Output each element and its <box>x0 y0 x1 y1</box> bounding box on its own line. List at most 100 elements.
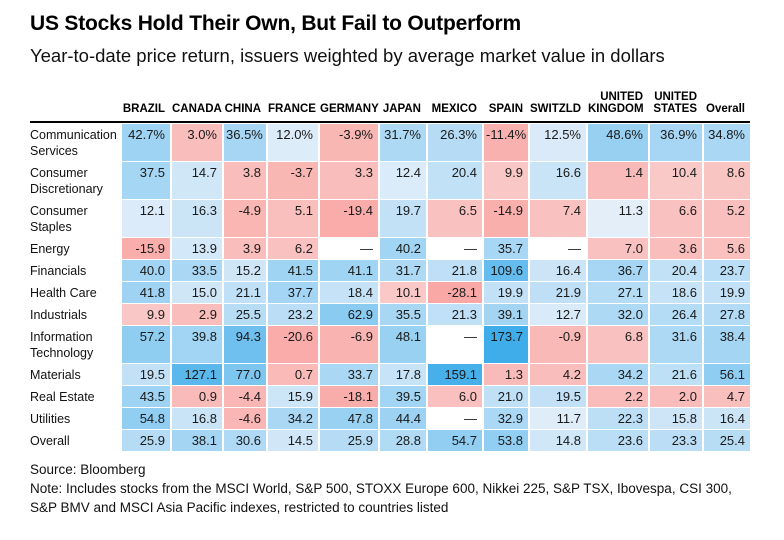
heatmap-cell: -4.4 <box>224 385 266 407</box>
row-label: Consumer Discretionary <box>30 161 120 199</box>
heatmap-cell: 9.9 <box>122 303 170 325</box>
heatmap-cell: -6.9 <box>320 325 378 363</box>
heatmap-cell: 3.8 <box>224 161 266 199</box>
heatmap-cell: 31.7 <box>380 259 426 281</box>
heatmap-cell: — <box>530 237 586 259</box>
heatmap-cell: 3.6 <box>650 237 702 259</box>
heatmap-cell: -20.6 <box>268 325 318 363</box>
chart-footer: Source: Bloomberg Note: Includes stocks … <box>30 460 756 517</box>
heatmap-cell: 43.5 <box>122 385 170 407</box>
heatmap-cell: -28.1 <box>428 281 482 303</box>
heatmap-cell: 16.6 <box>530 161 586 199</box>
heatmap-cell: 40.0 <box>122 259 170 281</box>
row-label: Health Care <box>30 281 120 303</box>
heatmap-cell: 14.8 <box>530 429 586 451</box>
heatmap-cell: 32.9 <box>484 407 528 429</box>
column-header: UNITED KINGDOM <box>588 90 644 116</box>
heatmap-cell: 21.6 <box>650 363 702 385</box>
row-label: Energy <box>30 237 120 259</box>
row-label: Communication Services <box>30 123 120 161</box>
header-rule <box>30 120 750 123</box>
heatmap-cell: 37.7 <box>268 281 318 303</box>
heatmap-cell: 41.8 <box>122 281 170 303</box>
heatmap-cell: 39.1 <box>484 303 528 325</box>
heatmap-cell: 4.7 <box>704 385 750 407</box>
heatmap-cell: 7.4 <box>530 199 586 237</box>
heatmap-cell: 6.0 <box>428 385 482 407</box>
heatmap-cell: 54.8 <box>122 407 170 429</box>
heatmap-cell: 1.3 <box>484 363 528 385</box>
heatmap-cell: 94.3 <box>224 325 266 363</box>
heatmap-cell: 0.9 <box>172 385 222 407</box>
heatmap-cell: 19.5 <box>530 385 586 407</box>
heatmap-cell: 44.4 <box>380 407 426 429</box>
heatmap-cell: 20.4 <box>650 259 702 281</box>
heatmap-cell: 5.2 <box>704 199 750 237</box>
row-label: Utilities <box>30 407 120 429</box>
heatmap-cell: 6.2 <box>268 237 318 259</box>
heatmap-cell: 0.7 <box>268 363 318 385</box>
heatmap-cell: -3.7 <box>268 161 318 199</box>
heatmap-cell: 23.6 <box>588 429 648 451</box>
heatmap-cell: 4.2 <box>530 363 586 385</box>
heatmap-cell: 21.3 <box>428 303 482 325</box>
heatmap-cell: 6.8 <box>588 325 648 363</box>
heatmap-cell: 1.4 <box>588 161 648 199</box>
heatmap-cell: 13.9 <box>172 237 222 259</box>
heatmap-cell: 7.0 <box>588 237 648 259</box>
heatmap-cell: 41.1 <box>320 259 378 281</box>
heatmap-cell: 3.0% <box>172 123 222 161</box>
heatmap-cell: -18.1 <box>320 385 378 407</box>
column-header: JAPAN <box>382 103 421 116</box>
heatmap-cell: -11.4% <box>484 123 528 161</box>
heatmap-cell: 11.7 <box>530 407 586 429</box>
heatmap-cell: 16.8 <box>172 407 222 429</box>
heatmap-cell: 20.4 <box>428 161 482 199</box>
heatmap-cell: 2.0 <box>650 385 702 407</box>
heatmap-cell: 15.8 <box>650 407 702 429</box>
heatmap-cell: 16.3 <box>172 199 222 237</box>
heatmap-cell: 23.7 <box>704 259 750 281</box>
heatmap-cell: 19.9 <box>484 281 528 303</box>
heatmap-cell: 31.6 <box>650 325 702 363</box>
row-label: Financials <box>30 259 120 281</box>
heatmap-cell: 35.7 <box>484 237 528 259</box>
heatmap-cell: 26.3% <box>428 123 482 161</box>
chart-title: US Stocks Hold Their Own, But Fail to Ou… <box>30 12 521 35</box>
heatmap-cell: -4.9 <box>224 199 266 237</box>
heatmap-cell: 12.5% <box>530 123 586 161</box>
heatmap-cell: 8.6 <box>704 161 750 199</box>
heatmap-cell: 38.4 <box>704 325 750 363</box>
heatmap-cell: 40.2 <box>380 237 426 259</box>
heatmap-cell: 48.1 <box>380 325 426 363</box>
heatmap-cell: 3.9 <box>224 237 266 259</box>
heatmap-cell: 10.4 <box>650 161 702 199</box>
column-header: CANADA <box>172 103 222 116</box>
heatmap-cell: 39.5 <box>380 385 426 407</box>
heatmap-cell: 14.7 <box>172 161 222 199</box>
row-label: Consumer Staples <box>30 199 120 237</box>
heatmap-cell: 77.0 <box>224 363 266 385</box>
heatmap-cell: 21.0 <box>484 385 528 407</box>
heatmap-cell: 25.5 <box>224 303 266 325</box>
heatmap-cell: 25.4 <box>704 429 750 451</box>
heatmap-cell: 25.9 <box>122 429 170 451</box>
column-header: SWITZLD <box>530 103 582 116</box>
heatmap-cell: 109.6 <box>484 259 528 281</box>
heatmap-cell: 27.1 <box>588 281 648 303</box>
heatmap-cell: 33.7 <box>320 363 378 385</box>
heatmap-cell: — <box>428 407 482 429</box>
heatmap-cell: 19.7 <box>380 199 426 237</box>
heatmap-cell: 2.2 <box>588 385 648 407</box>
heatmap-cell: 41.5 <box>268 259 318 281</box>
column-header: SPAIN <box>488 103 523 116</box>
heatmap-cell: 38.1 <box>172 429 222 451</box>
heatmap-cell: 159.1 <box>428 363 482 385</box>
heatmap-cell: 15.2 <box>224 259 266 281</box>
heatmap-cell: 12.7 <box>530 303 586 325</box>
note-text: Note: Includes stocks from the MSCI Worl… <box>30 480 732 516</box>
column-header: Overall <box>706 103 745 116</box>
heatmap-cell: 5.6 <box>704 237 750 259</box>
heatmap-cell: 3.3 <box>320 161 378 199</box>
